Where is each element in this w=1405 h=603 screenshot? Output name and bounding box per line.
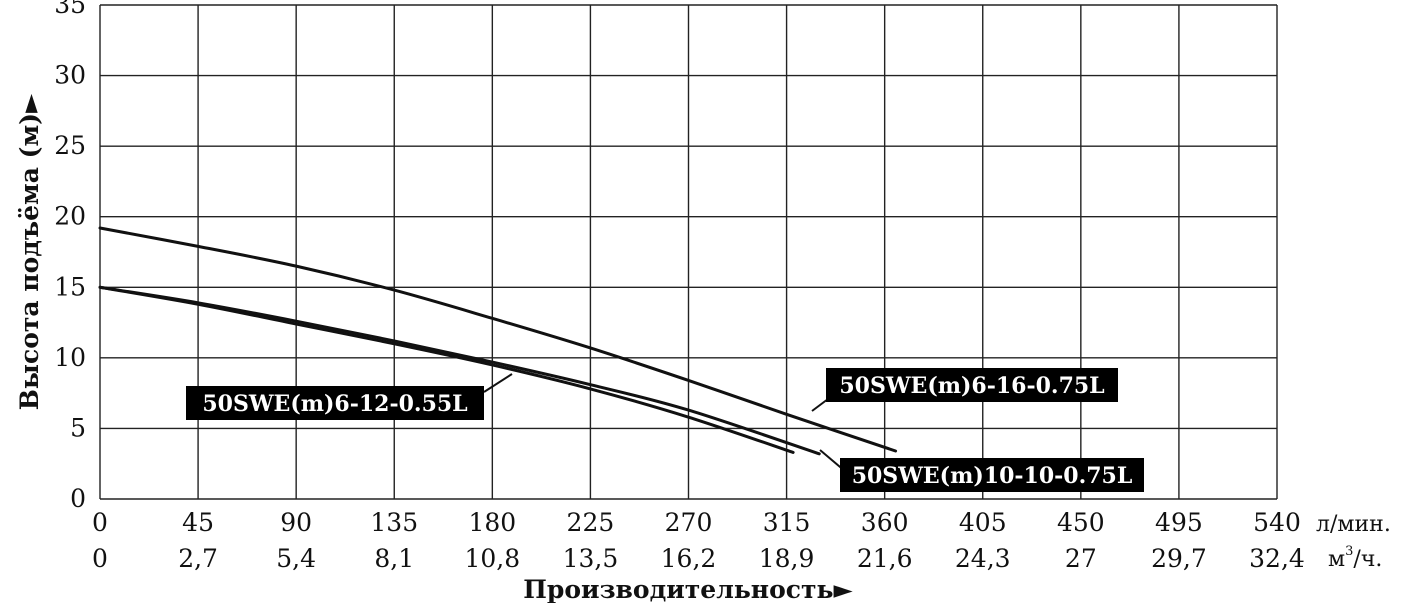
series-line bbox=[98, 285, 821, 456]
x2-tick-label: 5,4 bbox=[276, 544, 316, 573]
series-label-box bbox=[826, 368, 1118, 402]
chart-grid bbox=[99, 4, 1278, 500]
y-tick-labels: 0 5 10 15 20 25 30 35 bbox=[54, 0, 86, 513]
x2-tick-label: 13,5 bbox=[563, 544, 619, 573]
x-tick-label: 90 bbox=[280, 508, 312, 537]
x-unit-label: л/мин. bbox=[1316, 512, 1391, 537]
x2-tick-label: 29,7 bbox=[1151, 544, 1207, 573]
series-label-box bbox=[840, 458, 1144, 492]
x2-unit-label: м3/ч. bbox=[1328, 544, 1382, 572]
x-tick-label: 45 bbox=[182, 508, 214, 537]
y-tick-label: 5 bbox=[70, 413, 86, 442]
x2-tick-label: 21,6 bbox=[857, 544, 913, 573]
x2-tick-label: 32,4 bbox=[1249, 544, 1305, 573]
x-tick-label: 540 bbox=[1253, 508, 1301, 537]
x-tick-label: 450 bbox=[1057, 508, 1105, 537]
x2-tick-label: 24,3 bbox=[955, 544, 1011, 573]
series-label: 50SWE(m)10-10-0.75L bbox=[852, 463, 1133, 489]
x-tick-label: 225 bbox=[567, 508, 615, 537]
series-line bbox=[98, 226, 898, 453]
x-tick-label: 0 bbox=[92, 508, 108, 537]
y-tick-label: 35 bbox=[54, 0, 86, 19]
x2-tick-labels: 0 2,7 5,4 8,1 10,8 13,5 16,2 18,9 21,6 24,3 27 29,7… bbox=[92, 544, 1305, 573]
x-tick-label: 360 bbox=[861, 508, 909, 537]
x-axis-title: Производительность► bbox=[523, 575, 853, 603]
x2-tick-label: 27 bbox=[1065, 544, 1097, 573]
y-tick-label: 10 bbox=[54, 343, 86, 372]
series-leader-line bbox=[483, 373, 513, 393]
series-label-box bbox=[186, 386, 484, 420]
x-tick-label: 270 bbox=[665, 508, 713, 537]
x-tick-label: 180 bbox=[468, 508, 516, 537]
y-tick-label: 0 bbox=[70, 484, 86, 513]
series-label: 50SWE(m)6-16-0.75L bbox=[839, 373, 1104, 399]
x2-tick-label: 18,9 bbox=[759, 544, 815, 573]
y-tick-label: 20 bbox=[54, 202, 86, 231]
series-labels: 50SWE(m)6-16-0.75L 50SWE(m)6-12-0.55L 50SW… bbox=[186, 368, 1144, 492]
x-tick-label: 495 bbox=[1155, 508, 1203, 537]
y-tick-label: 25 bbox=[54, 131, 86, 160]
y-tick-label: 30 bbox=[54, 61, 86, 90]
x2-tick-label: 8,1 bbox=[374, 544, 414, 573]
x-tick-label: 315 bbox=[763, 508, 811, 537]
x-tick-labels: 0 45 90 135 180 225 270 315 360 405 450 495 540 bbox=[92, 508, 1301, 537]
x-tick-label: 405 bbox=[959, 508, 1007, 537]
series-line bbox=[98, 285, 795, 454]
y-axis-title: Высота подъёма (м)► bbox=[15, 93, 44, 410]
y-tick-label: 15 bbox=[54, 272, 86, 301]
x2-tick-label: 10,8 bbox=[464, 544, 520, 573]
x-tick-label: 135 bbox=[370, 508, 418, 537]
series-curves bbox=[98, 226, 898, 456]
x2-tick-label: 2,7 bbox=[178, 544, 218, 573]
x2-tick-label: 0 bbox=[92, 544, 108, 573]
x2-tick-label: 16,2 bbox=[661, 544, 717, 573]
series-label: 50SWE(m)6-12-0.55L bbox=[202, 391, 467, 417]
